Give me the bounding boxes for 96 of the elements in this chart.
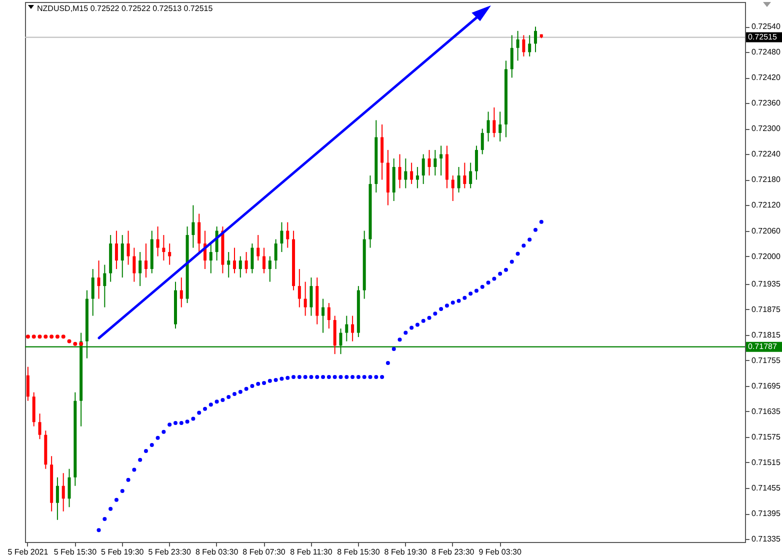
candlestick: [162, 234, 166, 262]
candlestick: [274, 238, 278, 270]
candlestick: [233, 247, 236, 274]
candlestick: [428, 149, 431, 176]
y-tick-label: 0.71455: [752, 484, 781, 492]
x-tick-label: 8 Feb 15:30: [337, 548, 380, 555]
candlestick: [486, 111, 490, 142]
ref-line-label: 0.72515: [748, 32, 778, 42]
x-tick-label: 8 Feb 23:30: [432, 548, 475, 555]
candlestick: [268, 256, 272, 282]
candlestick: [440, 145, 443, 176]
candlestick: [192, 204, 195, 248]
candlestick: [434, 149, 437, 176]
y-tick-label: 0.71515: [752, 458, 781, 467]
candlestick: [457, 166, 460, 193]
candlestick: [227, 252, 230, 278]
y-tick-label: 0.71935: [752, 279, 781, 288]
y-tick-label: 0.72120: [752, 200, 781, 210]
candlestick: [345, 315, 348, 342]
candlestick: [62, 472, 65, 512]
candlestick: [534, 26, 537, 53]
candlestick: [404, 158, 408, 189]
candlestick: [68, 468, 71, 508]
candlestick: [398, 154, 402, 189]
candlestick: [244, 252, 248, 274]
candlestick: [528, 34, 532, 57]
y-tick-label: 0.71335: [752, 534, 781, 544]
ref-line-label: 0.71787: [748, 342, 778, 351]
x-tick-label: 5 Feb 23:30: [148, 548, 192, 555]
candlestick: [144, 243, 148, 278]
x-tick-label: 8 Feb 07:30: [242, 548, 286, 555]
candlestick: [351, 315, 354, 342]
candlestick: [262, 247, 266, 274]
candlestick: [198, 213, 201, 253]
candlestick: [103, 264, 106, 308]
candlestick: [238, 256, 242, 278]
y-tick-label: 0.71635: [752, 406, 781, 416]
candlestick: [280, 222, 284, 253]
x-tick-label: 5 Feb 15:30: [54, 548, 98, 555]
y-tick-label: 0.71395: [752, 509, 781, 518]
candlestick: [516, 30, 520, 62]
candlestick: [422, 154, 425, 184]
candlestick: [138, 252, 142, 287]
candlestick: [120, 234, 124, 278]
x-tick-label: 8 Feb 19:30: [384, 548, 428, 555]
candlestick: [522, 34, 526, 57]
candlestick: [56, 476, 59, 520]
y-tick-label: 0.72060: [752, 226, 781, 236]
candlestick: [209, 243, 212, 274]
candlestick: [492, 106, 496, 138]
candlestick: [510, 34, 514, 78]
x-tick-label: 5 Feb 19:30: [101, 548, 144, 555]
candlestick: [38, 413, 42, 440]
y-tick-label: 0.71575: [752, 432, 781, 442]
y-tick-label: 0.72240: [752, 150, 781, 159]
y-tick-label: 0.72180: [752, 175, 781, 184]
candlestick: [474, 145, 478, 180]
candlestick: [114, 230, 118, 270]
x-tick-label: 9 Feb 03:30: [478, 548, 522, 555]
x-tick-label: 8 Feb 03:30: [195, 548, 239, 555]
candlestick: [180, 277, 183, 308]
candlestick: [26, 366, 30, 402]
candlestick: [304, 281, 307, 316]
candlestick: [286, 222, 290, 248]
y-tick-label: 0.71875: [752, 304, 781, 314]
y-tick-label: 0.72480: [752, 48, 781, 57]
candlestick: [322, 298, 325, 334]
y-tick-label: 0.72540: [752, 22, 781, 32]
x-tick-label: 8 Feb 11:30: [290, 548, 333, 555]
y-tick-label: 0.71815: [752, 330, 781, 340]
x-tick-label: 5 Feb 2021: [8, 548, 49, 555]
y-tick-label: 0.72420: [752, 73, 781, 82]
y-tick-label: 0.71755: [752, 356, 781, 365]
candlestick: [469, 162, 472, 189]
candlestick: [156, 226, 160, 257]
candlestick: [498, 111, 502, 142]
candlestick: [451, 174, 454, 202]
candlestick: [298, 268, 301, 308]
candlestick: [480, 128, 484, 155]
candlestick: [126, 230, 130, 266]
candlestick: [310, 277, 313, 316]
y-tick-label: 0.71695: [752, 381, 781, 390]
y-tick-label: 0.72300: [752, 124, 781, 134]
candlestick: [168, 243, 172, 266]
candlestick: [250, 243, 254, 274]
candlestick: [97, 260, 100, 300]
candlestick: [256, 234, 260, 262]
candlestick: [416, 166, 419, 189]
candlestick: [132, 247, 136, 282]
candlestick: [91, 268, 94, 316]
y-tick-label: 0.72000: [752, 252, 781, 261]
chart-title: NZDUSD,M15 0.72522 0.72522 0.72513 0.72515: [37, 4, 214, 13]
candlestick: [463, 162, 466, 189]
candlestick: [327, 302, 330, 330]
y-tick-label: 0.72360: [752, 98, 781, 108]
candlestick: [410, 162, 414, 184]
